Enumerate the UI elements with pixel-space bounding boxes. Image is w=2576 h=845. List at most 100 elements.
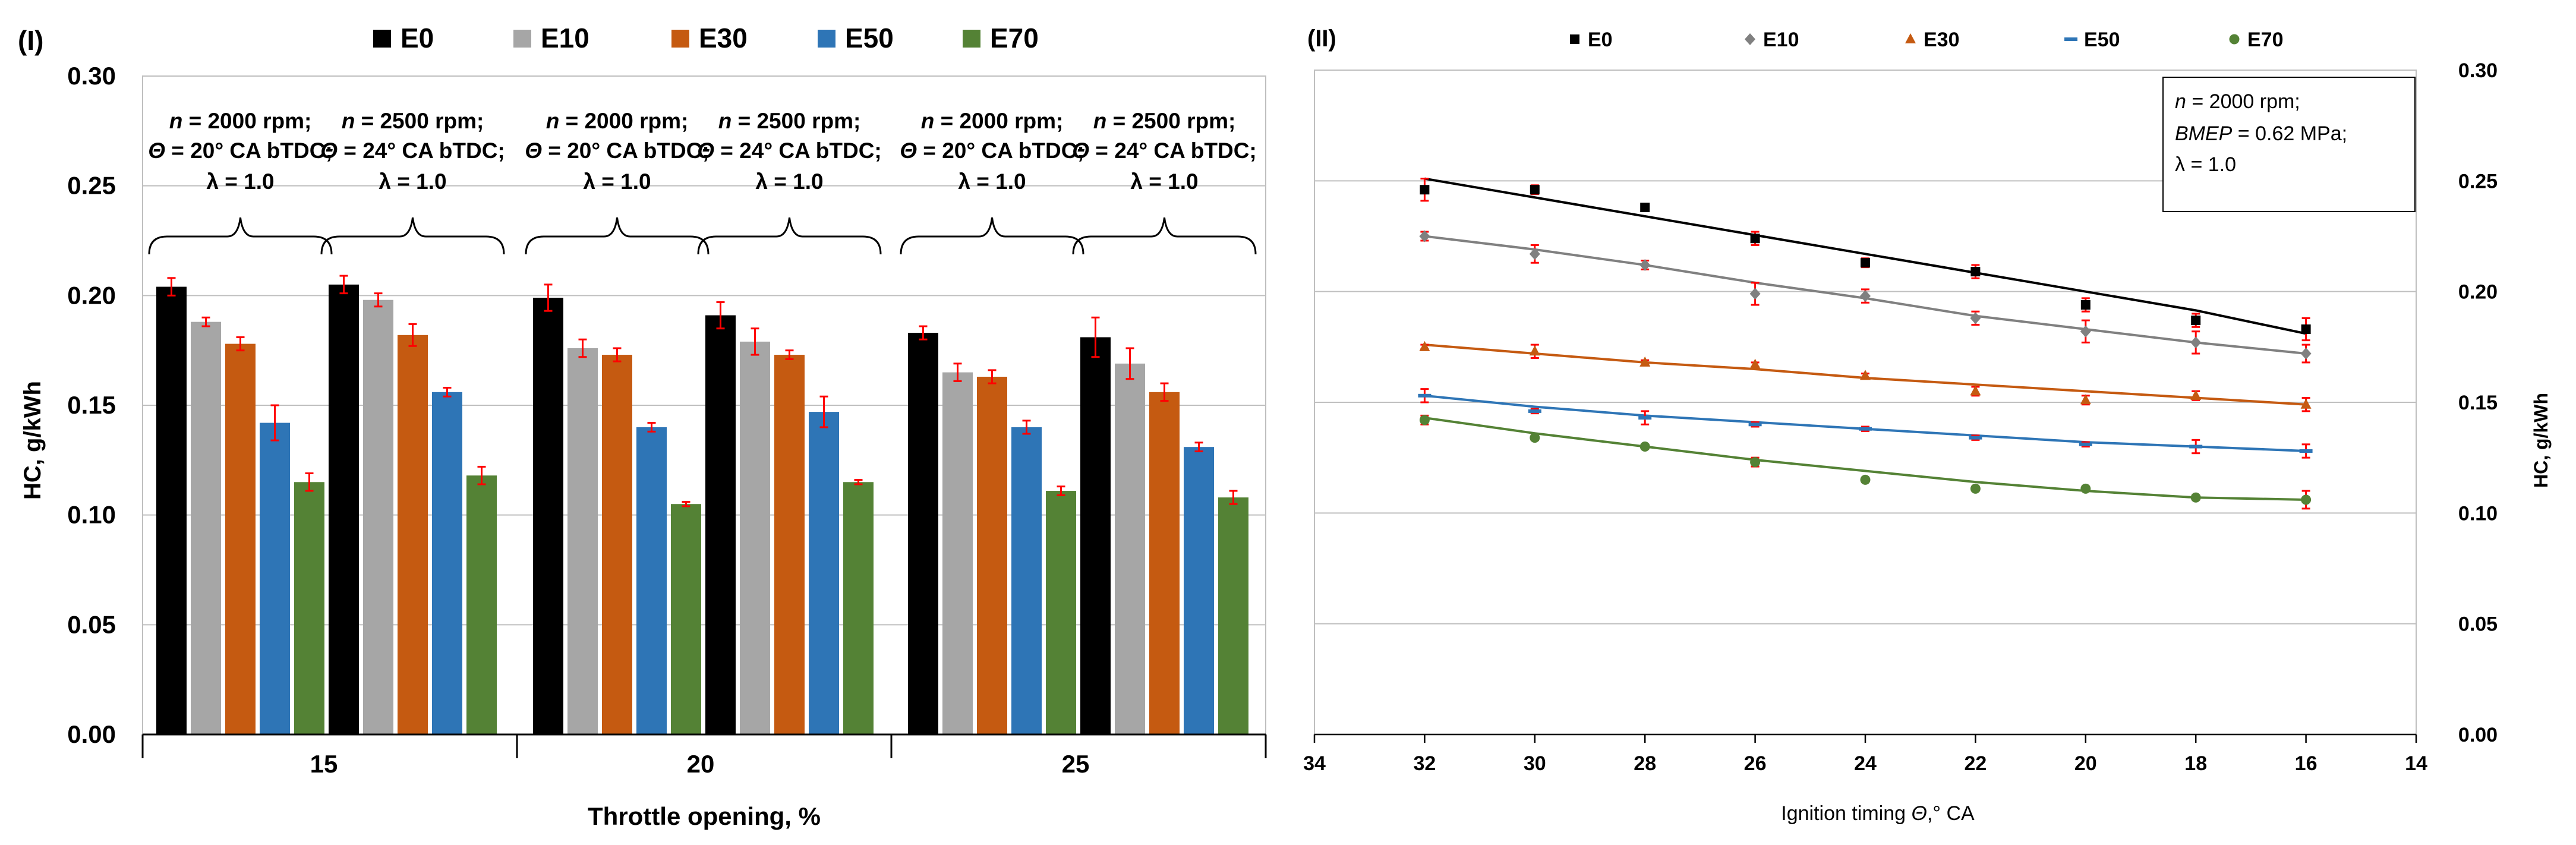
left-x-axis-label: Throttle opening, % [588, 802, 821, 830]
right-y-tick-label: 0.20 [2458, 281, 2498, 304]
point-e50 [1748, 422, 1762, 427]
condition-annotation: n = 2000 rpm;Θ = 20° CA bTDC;λ = 1.0 [900, 109, 1084, 255]
legend-label-e70: E70 [990, 23, 1039, 53]
condition-speed: n = 2500 rpm; [718, 109, 861, 133]
condition-timing: Θ = 20° CA bTDC; [525, 138, 710, 163]
legend-swatch-e50 [818, 30, 835, 48]
bar-e10-group2 [363, 299, 393, 735]
bar-e10-group1 [191, 321, 221, 734]
condition-brace [525, 217, 710, 255]
condition-theta-value: = 24° CA bTDC; [1089, 138, 1257, 163]
legend-swatch-e70 [963, 30, 980, 48]
condition-n-value: = 2500 rpm; [355, 109, 484, 133]
bar-e70-group2 [466, 475, 497, 734]
bar-e30-group3 [602, 355, 632, 734]
bar-e50-group3 [636, 427, 667, 734]
legend-label-e10: E10 [1763, 29, 1799, 51]
bar-e70-group1 [294, 482, 324, 734]
bar-e50-group2 [432, 392, 462, 734]
trend-line-e0 [1424, 177, 2307, 335]
right-legend: E0 E10 E30 E50 E70 [1570, 29, 2284, 51]
panel-label-right: (II) [1307, 26, 1336, 52]
legend-marker-e10 [1745, 33, 1755, 45]
legend-marker-e70 [2229, 34, 2240, 45]
annotation-bmep-text: = 0.62 MPa; [2232, 122, 2347, 145]
bar-e0-group1 [156, 286, 187, 734]
point-e0 [1861, 258, 1870, 268]
point-e70 [2080, 483, 2091, 494]
bar-e0-group4 [705, 315, 736, 734]
condition-speed: n = 2000 rpm; [169, 109, 312, 133]
legend-label-e30: E30 [699, 23, 748, 53]
point-e30 [1529, 345, 1540, 356]
right-y-tick-label: 0.10 [2458, 502, 2498, 525]
point-e30 [1419, 340, 1430, 351]
condition-n-value: = 2500 rpm; [732, 109, 860, 133]
left-y-tick-label: 0.15 [67, 391, 116, 419]
condition-lambda: λ = 1.0 [1130, 169, 1198, 194]
annotation-box-frame [2162, 77, 2416, 212]
point-e10 [1860, 290, 1871, 302]
condition-annotation: n = 2000 rpm;Θ = 20° CA bTDC;λ = 1.0 [148, 109, 333, 255]
condition-annotation: n = 2500 rpm;Θ = 24° CA bTDC;λ = 1.0 [1072, 109, 1257, 255]
point-e70 [1860, 474, 1871, 485]
legend-label-e50: E50 [2084, 29, 2120, 51]
point-e10 [1749, 288, 1761, 300]
left-y-tick-label: 0.05 [67, 610, 116, 638]
point-e10 [2080, 325, 2091, 338]
trend-line-e70 [1424, 417, 2306, 501]
bar-e70-group6 [1218, 497, 1248, 734]
legend-label-e0: E0 [1588, 29, 1613, 51]
condition-lambda: λ = 1.0 [379, 169, 446, 194]
trend-line-e50 [1424, 394, 2306, 452]
condition-theta-symbol: Θ [1072, 138, 1089, 163]
bar-e0-group3 [533, 298, 563, 734]
condition-speed: n = 2000 rpm; [546, 109, 689, 133]
right-x-label-theta: Θ [1912, 802, 1927, 825]
condition-theta-symbol: Θ [900, 138, 917, 163]
point-e50 [2189, 444, 2203, 449]
point-e0 [1640, 203, 1650, 213]
bar-e0-group6 [1080, 337, 1111, 734]
left-legend: E0 E10 E30 E50 E70 [373, 23, 1039, 53]
point-e30 [1749, 358, 1761, 369]
point-e0 [2301, 324, 2311, 335]
right-y-tick-label: 0.25 [2458, 170, 2498, 193]
condition-n-symbol: n [342, 109, 355, 133]
annotation-n: n [2175, 90, 2186, 113]
right-x-tick-label: 16 [2295, 752, 2318, 775]
point-e10 [1419, 230, 1430, 242]
left-y-tick-label: 0.25 [67, 172, 116, 200]
condition-theta-symbol: Θ [697, 138, 714, 163]
right-x-tick-label: 26 [1744, 752, 1767, 775]
panel-label-left: (I) [18, 25, 43, 56]
right-x-tick-label: 14 [2405, 752, 2427, 775]
left-y-tick-label: 0.00 [67, 720, 116, 748]
condition-theta-value: = 20° CA bTDC; [165, 138, 333, 163]
right-y-axis-label: HC, g/kWh [2530, 393, 2552, 488]
bar-e70-group4 [843, 482, 874, 734]
bar-e70-group3 [671, 504, 701, 734]
bar-e0-group5 [908, 333, 938, 734]
condition-speed: n = 2000 rpm; [921, 109, 1064, 133]
point-e10 [1639, 258, 1651, 271]
condition-theta-symbol: Θ [148, 138, 165, 163]
left-y-tick-label: 0.30 [67, 62, 116, 90]
left-condition-annotations: n = 2000 rpm;Θ = 20° CA bTDC;λ = 1.0n = … [148, 109, 1257, 255]
point-e10 [2300, 348, 2312, 360]
condition-n-symbol: n [169, 109, 183, 133]
condition-brace [900, 217, 1084, 255]
condition-timing: Θ = 24° CA bTDC; [697, 138, 882, 163]
point-e0 [1970, 267, 1981, 277]
point-e50 [2079, 442, 2092, 446]
condition-lambda: λ = 1.0 [958, 169, 1026, 194]
point-e30 [1860, 370, 1871, 380]
condition-brace [148, 217, 333, 255]
point-e50 [1638, 416, 1652, 420]
bar-e50-group6 [1184, 447, 1214, 734]
legend-swatch-e30 [671, 30, 689, 48]
point-e30 [2080, 394, 2091, 405]
condition-theta-value: = 24° CA bTDC; [714, 138, 882, 163]
annotation-line-1: n = 2000 rpm; [2175, 90, 2300, 113]
condition-lambda: λ = 1.0 [583, 169, 651, 194]
